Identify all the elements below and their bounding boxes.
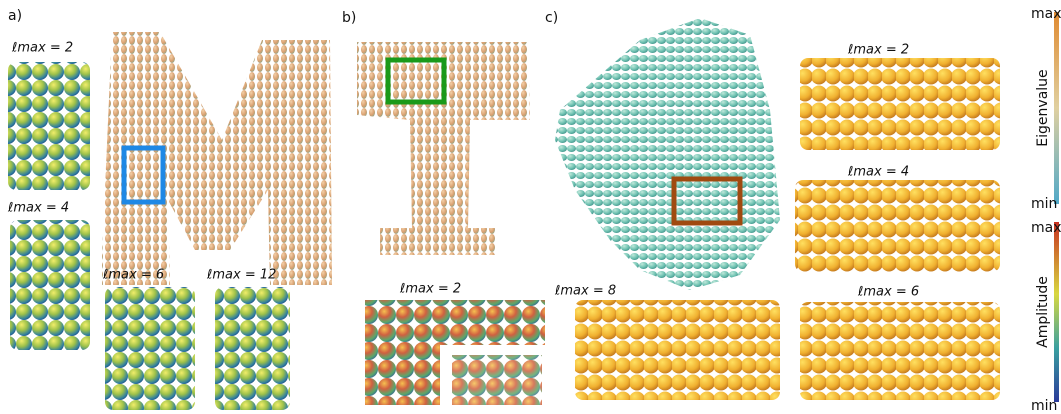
inset-label: ℓmax = 6 [102,268,164,283]
glyph-grid [452,355,542,405]
tensor-field-blob [555,18,780,290]
glyph-grid [105,287,195,410]
panel-label: a) [8,8,22,24]
inset-label: ℓmax = 2 [847,43,909,58]
colorbar [1054,12,1059,204]
highlight-box [671,176,743,226]
glyph-grid [795,180,1000,272]
highlight-box [121,145,166,205]
glyph-grid [800,302,1000,400]
inset-label: ℓmax = 2 [399,282,461,297]
colorbar-min: min [1031,398,1057,414]
inset-label: ℓmax = 12 [206,268,276,283]
colorbar [1054,222,1059,402]
colorbar-max: max [1031,220,1061,236]
inset-label: ℓmax = 6 [857,285,919,300]
glyph-grid [575,300,780,400]
colorbar-title: Eigenvalue [1035,69,1051,146]
tensor-field-t [357,42,530,255]
colorbar-max: max [1031,6,1061,22]
inset-label: ℓmax = 4 [847,165,909,180]
highlight-box [385,57,447,105]
glyph-grid [215,287,290,410]
panel-label: c) [545,10,558,26]
glyph-grid [8,62,90,190]
colorbar-title: Amplitude [1035,276,1051,348]
inset-label: ℓmax = 2 [11,41,73,56]
tensor-field-m [102,32,332,285]
colorbar-min: min [1031,196,1057,212]
glyph-grid [10,220,90,350]
inset-label: ℓmax = 8 [554,284,616,299]
panel-label: b) [342,10,356,26]
glyph-grid [365,300,545,405]
inset-label: ℓmax = 4 [7,201,69,216]
glyph-grid [800,58,1000,150]
